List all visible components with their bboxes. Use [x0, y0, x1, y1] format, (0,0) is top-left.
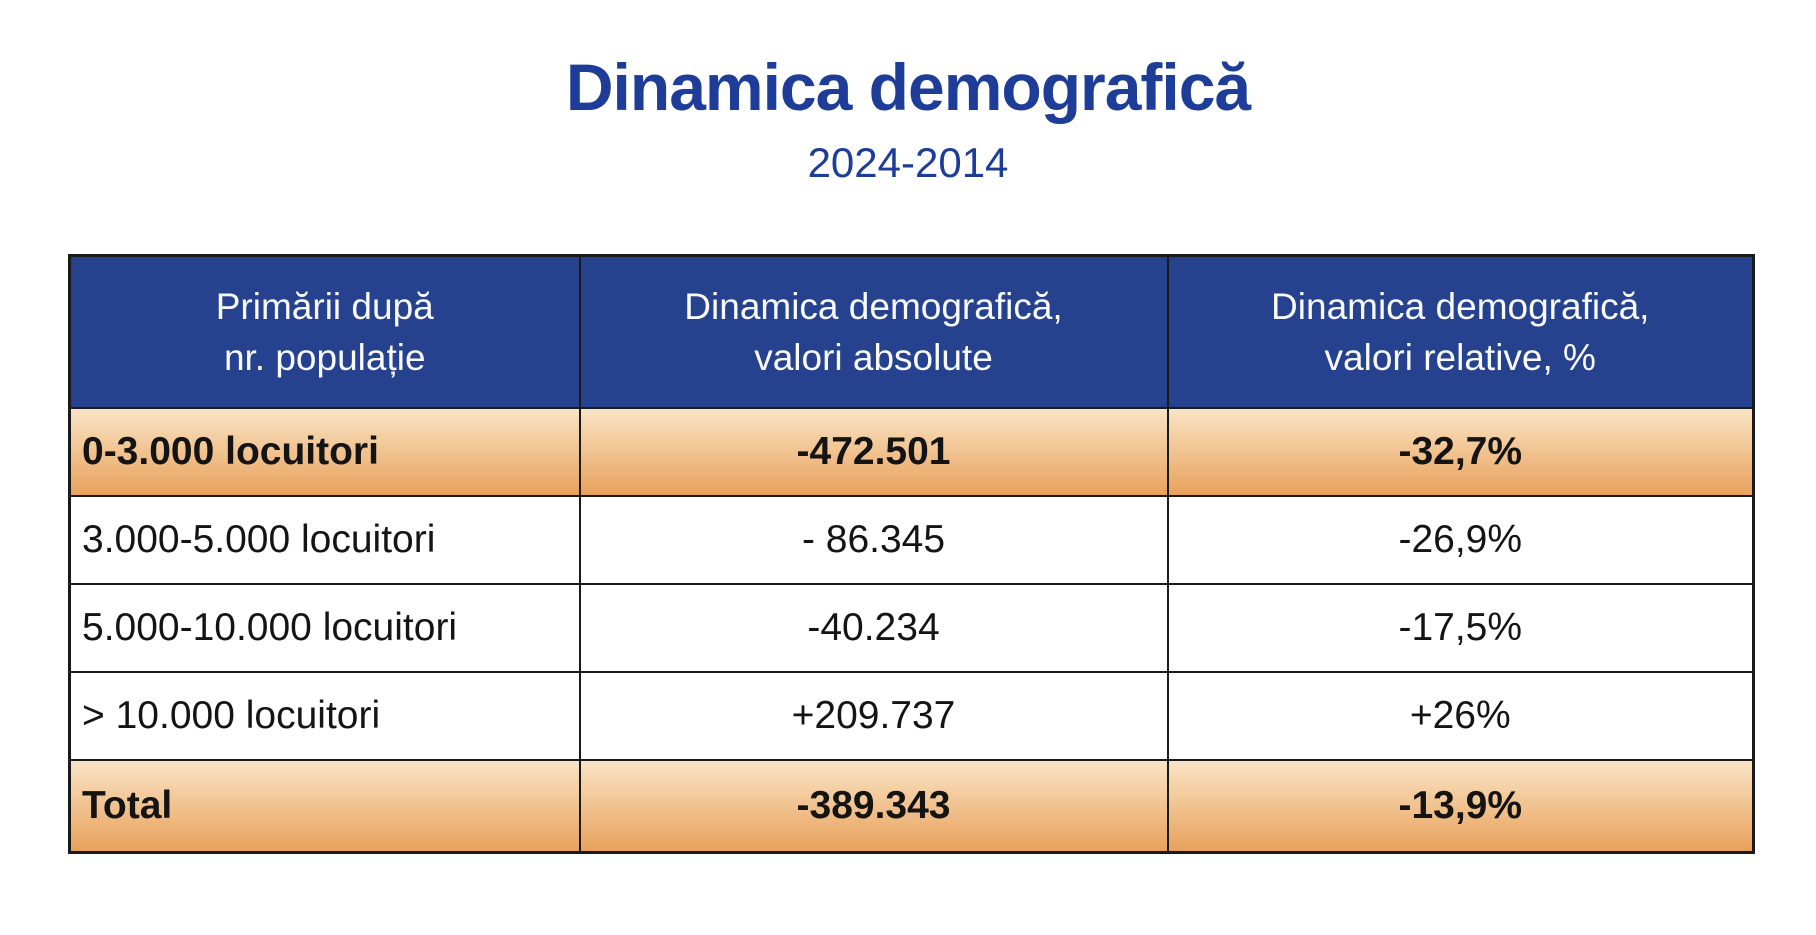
column-header-absolute-line2: valori absolute [754, 337, 993, 378]
column-header-absolute-line1: Dinamica demografică, [684, 285, 1063, 327]
table-row: 0-3.000 locuitori -472.501 -32,7% [68, 407, 1755, 497]
row-relative: +26% [1166, 671, 1755, 761]
row-relative: -13,9% [1166, 759, 1755, 854]
page-subtitle: 2024-2014 [807, 139, 1009, 186]
table-row: Total -389.343 -13,9% [68, 759, 1755, 854]
page-title: Dinamica demografică [565, 50, 1251, 124]
row-relative: -17,5% [1166, 583, 1755, 673]
row-relative: -26,9% [1166, 495, 1755, 585]
column-header-population: Primării după nr. populație [68, 254, 581, 409]
table-row: > 10.000 locuitori +209.737 +26% [68, 671, 1755, 761]
row-label: 0-3.000 locuitori [68, 407, 581, 497]
row-absolute: - 86.345 [578, 495, 1169, 585]
row-absolute: +209.737 [578, 671, 1169, 761]
row-absolute: -472.501 [578, 407, 1169, 497]
column-header-absolute: Dinamica demografică, valori absolute [578, 254, 1169, 409]
column-header-population-line2: nr. populație [223, 337, 426, 378]
row-absolute: -389.343 [578, 759, 1169, 854]
row-absolute: -40.234 [578, 583, 1169, 673]
table-header: Primării după nr. populație Dinamica dem… [68, 254, 1755, 409]
row-label: Total [68, 759, 581, 854]
column-header-relative-line1: Dinamica demografică, [1271, 285, 1650, 327]
table-row: 5.000-10.000 locuitori -40.234 -17,5% [68, 583, 1755, 673]
column-header-population-line1: Primării după [215, 285, 434, 327]
table-row: 3.000-5.000 locuitori - 86.345 -26,9% [68, 495, 1755, 585]
table-body: 0-3.000 locuitori -472.501 -32,7% 3.000-… [68, 407, 1755, 854]
column-header-relative-line2: valori relative, % [1324, 337, 1596, 378]
row-label: > 10.000 locuitori [68, 671, 581, 761]
row-label: 3.000-5.000 locuitori [68, 495, 581, 585]
header-row: Primării după nr. populație Dinamica dem… [68, 254, 1755, 409]
column-header-relative: Dinamica demografică, valori relative, % [1166, 254, 1755, 409]
row-relative: -32,7% [1166, 407, 1755, 497]
demographics-table: Primării după nr. populație Dinamica dem… [68, 254, 1755, 854]
row-label: 5.000-10.000 locuitori [68, 583, 581, 673]
